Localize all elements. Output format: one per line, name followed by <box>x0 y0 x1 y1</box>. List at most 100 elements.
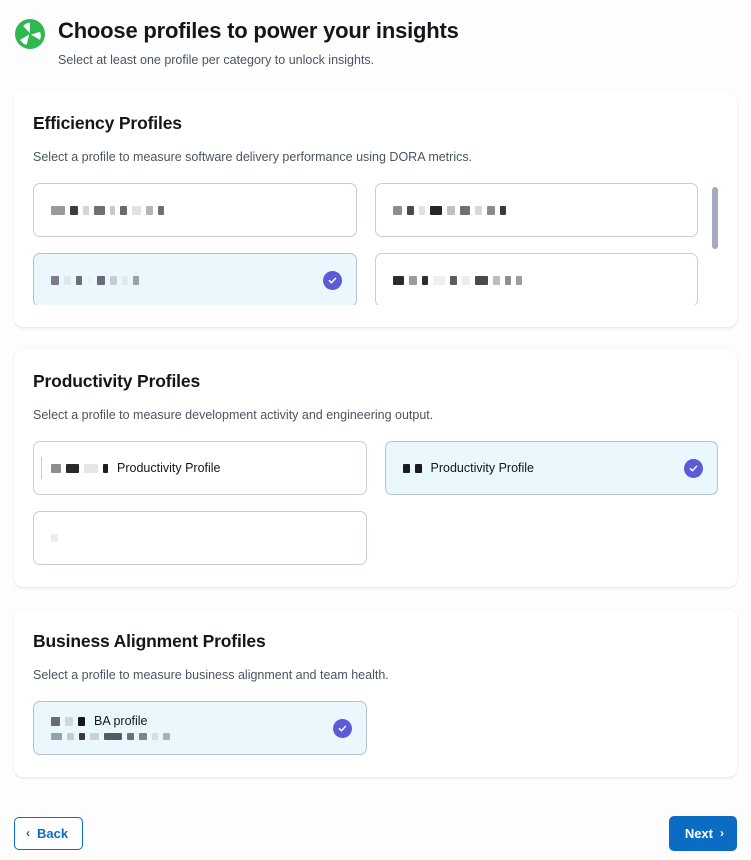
profile-section: Productivity Profiles Select a profile to… <box>14 349 737 587</box>
chevron-right-icon: › <box>720 826 724 840</box>
redacted-text-block <box>122 275 128 285</box>
vertical-scrollbar[interactable] <box>712 183 718 305</box>
next-button[interactable]: Next › <box>668 815 737 851</box>
profile-card-body <box>392 205 684 216</box>
redacted-text-block <box>429 205 442 215</box>
redacted-text-block <box>127 733 134 740</box>
redacted-text-block <box>87 275 92 285</box>
redacted-text-block <box>406 205 414 215</box>
redacted-text-block <box>103 463 108 473</box>
profile-card[interactable] <box>374 253 698 305</box>
redacted-text-block <box>64 275 71 285</box>
section-title: Business Alignment Profiles <box>33 631 266 651</box>
redacted-text-block <box>51 716 60 726</box>
redacted-text-block <box>418 205 425 215</box>
redacted-text-block <box>392 275 404 285</box>
selected-check-icon <box>684 458 703 478</box>
redacted-text-block <box>90 733 99 740</box>
profile-card-body <box>51 533 352 544</box>
profile-section: Business Alignment Profiles Select a prof… <box>14 609 737 777</box>
redacted-text-block <box>402 463 410 473</box>
redacted-text-block <box>110 275 117 285</box>
redacted-text-block <box>120 205 127 215</box>
profile-card[interactable] <box>33 183 357 237</box>
redacted-text-block <box>78 716 85 726</box>
profile-card-title-line <box>51 275 313 286</box>
profile-card-body <box>51 275 313 286</box>
profile-card-title-line <box>392 205 684 216</box>
redacted-text-block <box>104 733 122 740</box>
profile-card[interactable] <box>33 253 357 305</box>
profile-card-body <box>392 275 684 286</box>
profile-card-body: Productivity Profile <box>402 461 675 474</box>
redacted-text-block <box>414 463 422 473</box>
profile-card[interactable]: Productivity Profile <box>384 441 718 495</box>
page-title: Choose profiles to power your insights <box>58 18 459 43</box>
page-header: Choose profiles to power your insights S… <box>0 0 751 68</box>
text-caret <box>41 457 42 479</box>
redacted-text-block <box>94 205 105 215</box>
redacted-text-block <box>499 205 506 215</box>
redacted-text-block <box>51 733 62 740</box>
profile-card-body: BA profile <box>51 713 323 741</box>
redacted-text-block <box>51 463 61 473</box>
redacted-text-block <box>152 733 158 740</box>
redacted-text-block <box>486 205 495 215</box>
profile-card[interactable]: Productivity Profile <box>33 441 367 495</box>
redacted-text-block <box>146 205 153 215</box>
selected-check-icon <box>322 270 342 290</box>
profile-card-title-line: BA profile <box>51 713 323 728</box>
redacted-text-block <box>515 275 522 285</box>
profile-card-label: BA profile <box>94 713 148 728</box>
back-button[interactable]: ‹ Back <box>14 816 84 850</box>
section-description: Select a profile to measure business ali… <box>33 668 389 682</box>
profile-card-title-line: Productivity Profile <box>51 461 352 474</box>
redacted-text-block <box>163 733 170 740</box>
section-title: Productivity Profiles <box>33 371 201 391</box>
profile-card-title-line <box>392 275 684 286</box>
redacted-text-block <box>110 205 115 215</box>
redacted-text-block <box>76 275 82 285</box>
section-description: Select a profile to measure development … <box>33 408 434 422</box>
redacted-text-block <box>139 733 147 740</box>
page-subtitle: Select at least one profile per category… <box>58 53 375 67</box>
profile-section: Efficiency Profiles Select a profile to m… <box>14 91 737 327</box>
redacted-text-block <box>492 275 500 285</box>
profile-card-body: Productivity Profile <box>51 461 352 474</box>
back-button-label: Back <box>37 825 69 841</box>
redacted-text-block <box>66 463 79 473</box>
redacted-text-block <box>84 463 98 473</box>
profile-card[interactable]: BA profile <box>33 701 367 755</box>
next-button-label: Next <box>684 825 713 841</box>
chevron-left-icon: ‹ <box>26 826 30 840</box>
redacted-text-block <box>504 275 511 285</box>
redacted-text-block <box>432 275 445 285</box>
redacted-text-block <box>133 275 139 285</box>
redacted-text-block <box>449 275 457 285</box>
redacted-text-block <box>65 716 73 726</box>
redacted-text-block <box>70 205 78 215</box>
profile-card[interactable] <box>374 183 698 237</box>
redacted-text-block <box>51 205 65 215</box>
profile-card-grid: Productivity Profile Productivity Profile <box>33 441 718 565</box>
selected-check-icon <box>332 718 352 738</box>
redacted-text-block <box>67 733 74 740</box>
profile-card-title-line <box>51 205 342 216</box>
redacted-text-block <box>446 205 455 215</box>
redacted-text-block <box>474 275 488 285</box>
header-text: Choose profiles to power your insights S… <box>58 16 459 68</box>
redacted-text-block <box>79 733 85 740</box>
profile-card-subtitle-line <box>51 733 323 741</box>
redacted-text-block <box>51 275 59 285</box>
redacted-text-block <box>408 275 417 285</box>
redacted-text-block <box>97 275 105 285</box>
profile-card[interactable] <box>33 511 367 565</box>
scrollbar-thumb[interactable] <box>712 187 718 249</box>
redacted-text-block <box>474 205 482 215</box>
profile-card-grid: BA profile <box>33 701 718 755</box>
pinwheel-logo-icon <box>14 18 46 50</box>
section-description: Select a profile to measure software del… <box>33 150 473 164</box>
redacted-text-block <box>421 275 428 285</box>
redacted-text-block <box>83 205 89 215</box>
